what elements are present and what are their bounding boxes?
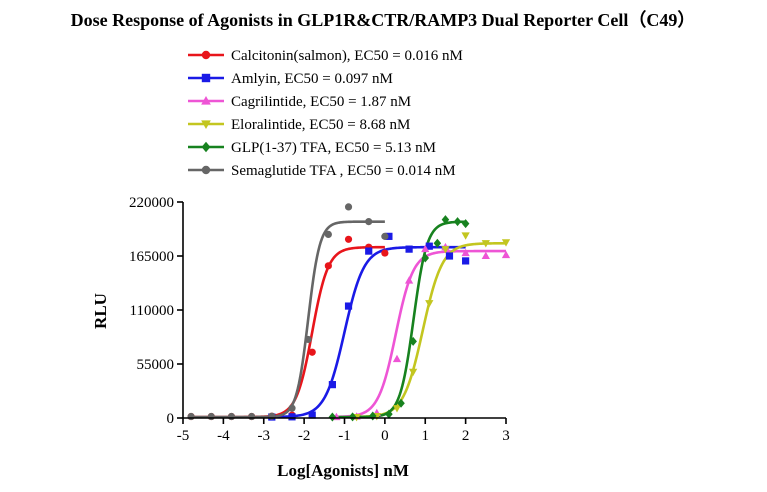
fit-curve	[271, 245, 466, 419]
fit-curve	[336, 249, 506, 419]
legend-marker	[201, 141, 211, 153]
legend: Calcitonin(salmon), EC50 = 0.016 nM Amlyi…	[188, 48, 463, 179]
y-tick-label: 110000	[130, 303, 174, 319]
data-point	[344, 302, 353, 310]
x-tick-label: -4	[217, 428, 230, 444]
data-point	[324, 262, 332, 270]
data-point	[461, 219, 470, 229]
fit-curve	[356, 241, 506, 419]
legend-marker	[201, 50, 211, 60]
data-point	[381, 249, 389, 257]
data-point	[445, 252, 454, 260]
data-point	[348, 412, 357, 422]
data-point	[288, 413, 296, 421]
legend-entry: Semaglutide TFA , EC50 = 0.014 nM	[231, 163, 456, 179]
data-point	[441, 215, 450, 225]
data-point	[409, 336, 417, 346]
data-point	[308, 348, 316, 356]
legend-marker	[201, 165, 211, 175]
data-point	[187, 412, 195, 421]
data-point	[461, 248, 470, 257]
x-tick-label: 0	[381, 428, 389, 444]
legend-entry: Calcitonin(salmon), EC50 = 0.016 nM	[231, 48, 463, 64]
legend-entry: Cagrilintide, EC50 = 1.87 nM	[231, 94, 411, 110]
legend-marker	[201, 95, 211, 105]
data-point	[501, 250, 511, 259]
data-point	[392, 354, 402, 363]
data-point	[441, 246, 450, 254]
legend-entry: Eloralintide, EC50 = 8.68 nM	[231, 117, 410, 133]
x-ticks: -5 -4 -3 -2 -1 0 1 2 3	[177, 418, 510, 444]
data-point	[425, 300, 434, 308]
axes: 0 55000 110000 165000 220000 -5 -4 -3 -2 -1 0 1 2 3	[129, 195, 510, 444]
x-tick-label: -1	[338, 428, 351, 444]
data-point	[385, 409, 393, 419]
data-point	[385, 232, 393, 240]
data-point	[481, 251, 490, 260]
data-point	[381, 232, 389, 240]
data-point	[461, 232, 470, 240]
data-point	[368, 411, 377, 421]
data-point	[328, 381, 336, 389]
data-point	[328, 412, 337, 422]
y-tick-label: 220000	[129, 195, 174, 211]
data-point	[408, 368, 418, 377]
y-ticks: 0 55000 110000 165000 220000	[129, 195, 183, 427]
data-point	[308, 411, 316, 419]
data-point	[365, 247, 373, 255]
chart-title: Dose Response of Agonists in GLP1R&CTR/R…	[71, 10, 696, 30]
fit-curve	[191, 245, 385, 419]
data-point	[421, 253, 430, 263]
x-tick-label: -3	[258, 428, 271, 444]
x-tick-label: 2	[462, 428, 470, 444]
data-point	[207, 412, 215, 421]
data-point	[462, 257, 470, 265]
data-point	[344, 203, 353, 211]
data-point	[248, 412, 256, 421]
y-axis-label: RLU	[91, 293, 110, 329]
data-point	[421, 244, 430, 253]
legend-entry: GLP(1-37) TFA, EC50 = 5.13 nM	[231, 140, 436, 156]
fit-curve	[191, 220, 385, 419]
data-point	[288, 404, 296, 412]
data-point	[324, 230, 332, 238]
y-tick-label: 165000	[129, 249, 174, 265]
data-point	[404, 276, 414, 284]
legend-marker	[201, 73, 211, 83]
data-point	[227, 412, 236, 421]
legend-entry: Amlyin, EC50 = 0.097 nM	[231, 71, 393, 87]
plot-area	[187, 203, 511, 422]
x-tick-label: -2	[298, 428, 311, 444]
data-point	[392, 405, 402, 413]
data-point	[365, 218, 373, 226]
data-point	[481, 240, 490, 248]
data-point	[304, 335, 312, 344]
data-point	[453, 217, 462, 227]
data-point	[433, 238, 442, 248]
x-axis-label: Log[Agonists] nM	[277, 461, 409, 480]
data-point	[397, 398, 405, 408]
y-tick-label: 0	[167, 411, 175, 427]
data-point	[425, 242, 433, 250]
data-point	[501, 239, 511, 247]
data-point	[344, 235, 353, 243]
y-tick-label: 55000	[137, 357, 175, 373]
data-point	[405, 245, 413, 253]
x-tick-label: -5	[177, 428, 190, 444]
legend-marker	[201, 120, 211, 130]
fit-curves	[191, 220, 506, 419]
x-tick-label: 1	[422, 428, 430, 444]
x-tick-label: 3	[502, 428, 510, 444]
